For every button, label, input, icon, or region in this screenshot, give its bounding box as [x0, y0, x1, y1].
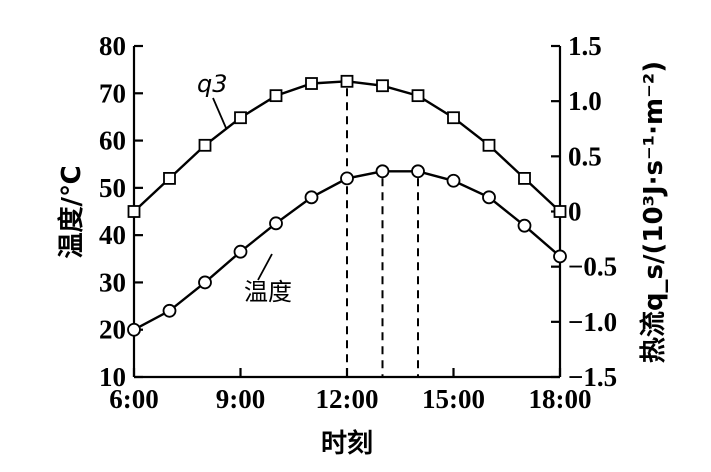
- q3-point: [269, 89, 283, 103]
- reference-dashed-lines: [346, 88, 419, 377]
- temperature-point: [375, 164, 390, 179]
- q3-point: [411, 89, 425, 103]
- series-label-temperature: 温度: [244, 278, 292, 306]
- temperature-point: [340, 171, 354, 186]
- right-tick-label: −0.5: [568, 252, 617, 282]
- right-tick-label: 0.5: [568, 141, 602, 171]
- series-label-temperature-leader: [257, 253, 273, 281]
- right-tick-label: 0: [568, 197, 582, 227]
- left-axis-title: 温度/℃: [56, 166, 87, 259]
- right-tick-label: 1.5: [568, 31, 602, 61]
- x-axis-ticks: 6:00 9:00 12:00 15:00 18:00: [109, 368, 592, 414]
- left-tick-label: 20: [99, 315, 126, 345]
- left-tick-label: 70: [99, 78, 126, 108]
- q3-point: [234, 111, 247, 125]
- right-axis-title: 热流q_s/(10³J·s⁻¹·m⁻²): [639, 61, 669, 363]
- temperature-point: [517, 218, 532, 233]
- right-tick-label: −1.0: [568, 307, 617, 337]
- x-tick-label: 18:00: [529, 384, 592, 414]
- temperature-point: [482, 190, 496, 205]
- series-label-q3-leader: [212, 97, 227, 129]
- right-tick-label: −1.5: [568, 362, 617, 392]
- temperature-point: [162, 303, 177, 318]
- left-tick-label: 40: [99, 220, 126, 250]
- q3-point: [340, 74, 354, 88]
- x-tick-label: 6:00: [109, 384, 159, 414]
- q3-point: [305, 77, 318, 90]
- q3-point: [553, 205, 567, 218]
- q3-point: [482, 138, 496, 152]
- q3-point: [163, 171, 176, 185]
- temperature-point: [304, 190, 319, 205]
- left-axis-ticks: 10 20 30 40 50 60 70 80: [99, 31, 143, 392]
- x-tick-label: 15:00: [422, 384, 485, 414]
- temperature-point: [127, 322, 141, 337]
- left-tick-label: 30: [99, 267, 126, 297]
- q3-point: [127, 205, 141, 218]
- temperature-point: [411, 164, 425, 179]
- q3-point: [376, 79, 389, 93]
- temperature-point: [553, 249, 567, 264]
- series-label-q3: q3: [197, 70, 228, 98]
- q3-point: [198, 138, 212, 152]
- left-tick-label: 50: [99, 173, 126, 203]
- temperature-point: [446, 173, 461, 188]
- x-tick-label: 9:00: [216, 384, 266, 414]
- left-tick-label: 10: [99, 362, 126, 392]
- series-group: [127, 74, 567, 337]
- left-tick-label: 80: [99, 31, 126, 61]
- x-tick-label: 12:00: [316, 384, 379, 414]
- q3-point: [518, 171, 531, 185]
- temperature-point: [233, 244, 248, 259]
- temperature-point: [269, 216, 283, 231]
- q3-point: [447, 111, 460, 125]
- x-axis-title: 时刻: [321, 428, 373, 459]
- left-tick-label: 60: [99, 126, 126, 156]
- right-axis-ticks: −1.5 −1.0 −0.5 0 0.5 1.0 1.5: [551, 31, 617, 392]
- right-tick-label: 1.0: [568, 86, 602, 116]
- temperature-point: [198, 275, 212, 290]
